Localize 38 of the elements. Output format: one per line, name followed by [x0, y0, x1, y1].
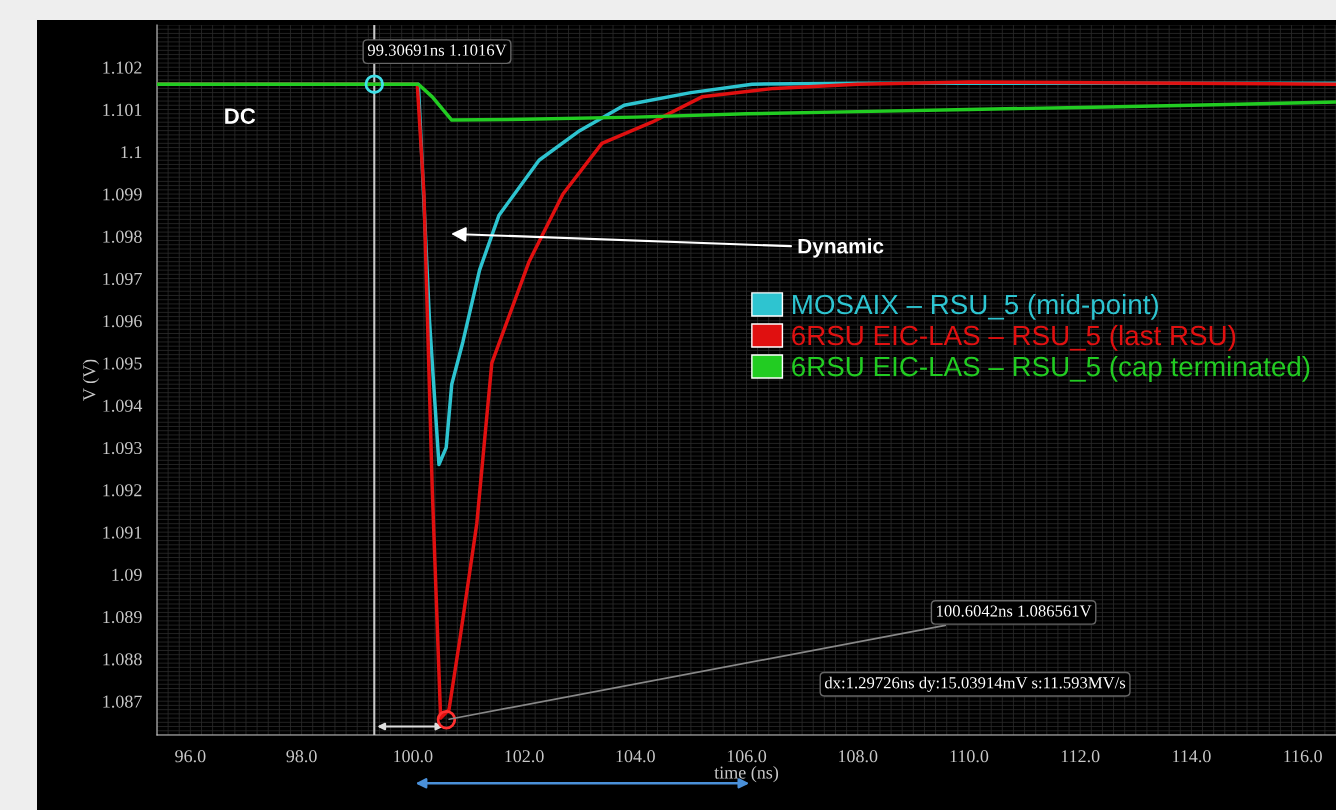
annotation: 100.6042ns 1.086561V [937, 605, 1092, 617]
annotation: dx:1.29726ns dy:15.03914mV s:11.593MV/s [824, 676, 1126, 692]
x-tick-label: 110.0 [950, 750, 989, 763]
y-tick-label: 1.099 [103, 188, 142, 201]
x-tick-label: 112.0 [1061, 750, 1100, 763]
y-tick-label: 1.094 [103, 399, 143, 412]
x-tick-label: 96.0 [175, 750, 206, 763]
legend-label: 6RSU EIC-LAS – RSU_5 (last RSU) [792, 324, 1236, 351]
y-tick-label: 1.087 [103, 695, 142, 708]
y-tick-label: 1.102 [103, 61, 142, 74]
y-tick-label: 1.091 [103, 526, 142, 539]
y-axis-title: V (V) [82, 359, 100, 401]
x-tick-label: 98.0 [286, 750, 317, 763]
y-tick-label: 1.095 [103, 357, 142, 370]
y-tick-label: 1.093 [103, 441, 142, 455]
y-tick-label: 1.09 [112, 568, 142, 581]
x-tick-label: 102.0 [505, 750, 544, 763]
legend-label: 6RSU EIC-LAS – RSU_5 (cap terminated) [792, 355, 1310, 382]
annotation: 99.30691ns 1.1016V [367, 44, 507, 56]
y-tick-label: 1.092 [103, 484, 142, 497]
y-tick-label: 1.097 [103, 272, 142, 286]
y-tick-label: 1.088 [103, 653, 142, 666]
x-tick-label: 116.0 [1284, 750, 1322, 763]
line-series [157, 82, 1336, 122]
legend-label: MOSAIX – RSU_5 (mid-point) [793, 293, 1158, 320]
x-axis-title: time (ns) [714, 765, 779, 783]
y-tick-label: 1.098 [103, 230, 142, 243]
y-tick-label: 1.096 [103, 315, 142, 328]
x-tick-label: 100.0 [394, 750, 433, 763]
y-tick-label: 1.1 [121, 146, 142, 159]
y-tick-label: 1.089 [103, 610, 142, 624]
annotation: DC [225, 108, 256, 124]
x-tick-label: 104.0 [616, 750, 655, 763]
y-tick-label: 1.101 [103, 103, 142, 117]
x-tick-label: 106.0 [727, 750, 767, 763]
annotation: Dynamic [798, 238, 884, 258]
x-tick-label: 108.0 [839, 750, 878, 763]
x-tick-label: 114.0 [1173, 750, 1211, 763]
